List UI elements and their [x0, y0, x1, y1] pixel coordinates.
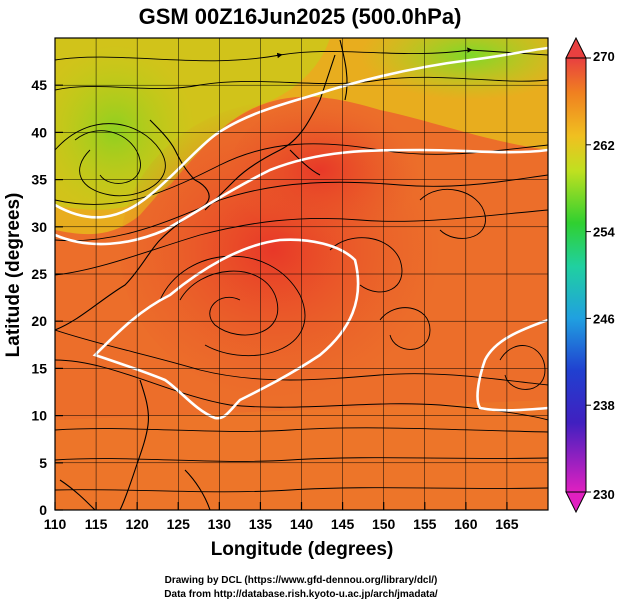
- colorbar-tick-label: 270: [593, 49, 615, 64]
- x-tick-label: 110: [44, 516, 67, 532]
- x-tick-label: 145: [331, 516, 355, 532]
- y-axis-label: Latitude (degrees): [3, 193, 24, 358]
- colorbar: 230 238 246 254 262 270: [565, 36, 615, 514]
- y-tick-label: 25: [31, 266, 47, 282]
- colorbar-tick-label: 246: [593, 311, 615, 326]
- contour-263: [55, 148, 548, 246]
- x-tick-label: 150: [372, 516, 396, 532]
- grid-lines: [55, 38, 548, 510]
- x-tick-label: 165: [495, 516, 519, 532]
- contours: [55, 46, 548, 420]
- colorbar-tick-label: 238: [593, 398, 615, 413]
- colorbar-gradient: [565, 57, 587, 493]
- x-tick-label: 130: [208, 516, 232, 532]
- coastline: [55, 39, 348, 510]
- y-tick-label: 10: [31, 408, 47, 424]
- colorbar-bottom-arrow: [565, 491, 587, 514]
- y-tick-label: 0: [39, 502, 47, 518]
- x-tick-label: 125: [167, 516, 191, 532]
- colorbar-ticks: 230 238 246 254 262 270: [586, 49, 615, 502]
- x-axis: 110 115 120 125 130 135 140 145 150 155 160 165: [44, 502, 519, 532]
- y-tick-label: 35: [31, 172, 47, 188]
- contour-268: [92, 238, 360, 420]
- colorbar-tick-label: 262: [593, 138, 615, 153]
- y-tick-label: 30: [31, 219, 47, 235]
- x-tick-label: 160: [454, 516, 478, 532]
- y-axis: 0 5 10 15 20 25 30 35 40 45: [31, 77, 63, 518]
- credit-data: Data from http://database.rish.kyoto-u.a…: [164, 589, 438, 600]
- x-tick-label: 115: [85, 516, 108, 532]
- contour-268-east: [476, 318, 548, 412]
- y-tick-label: 40: [31, 124, 47, 140]
- x-axis-label: Longitude (degrees): [211, 539, 394, 560]
- field-warm-japan: [230, 100, 430, 240]
- credit-drawing: Drawing by DCL (https://www.gfd-dennou.o…: [165, 575, 438, 586]
- chart-title: GSM 00Z16Jun2025 (500.0hPa): [139, 4, 462, 29]
- x-tick-label: 135: [249, 516, 273, 532]
- contour-258: [55, 46, 548, 219]
- y-tick-label: 15: [31, 360, 47, 376]
- y-tick-label: 45: [31, 77, 47, 93]
- colorbar-tick-label: 254: [593, 225, 615, 240]
- x-tick-label: 120: [125, 516, 149, 532]
- colorbar-tick-label: 230: [593, 487, 615, 502]
- y-tick-label: 20: [31, 313, 47, 329]
- x-tick-label: 140: [290, 516, 314, 532]
- x-tick-label: 155: [413, 516, 437, 532]
- colorbar-top-arrow: [565, 36, 587, 59]
- y-tick-label: 5: [39, 455, 47, 471]
